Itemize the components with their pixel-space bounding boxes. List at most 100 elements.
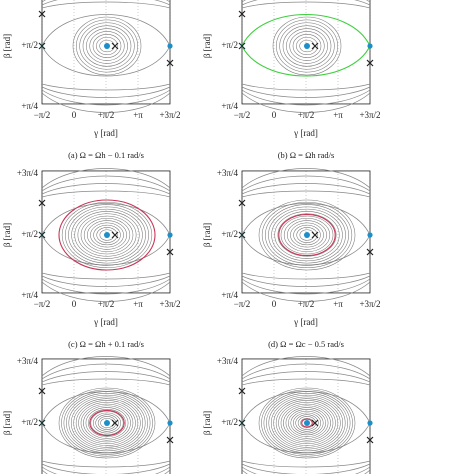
- orbit: [89, 31, 125, 61]
- y-tick-label: +π/2: [221, 417, 238, 427]
- panel: +3π/4 +π/2 β [rad]: [202, 356, 374, 474]
- panel: +π/2 +π/4 β [rad] −π/2 0 +π/2 +π +3π/2 γ [rad] (a…: [2, 0, 181, 160]
- caption: (d) Ω = Ωc − 0.5 rad/s: [268, 339, 344, 349]
- x-tick-label: +3π/2: [159, 299, 180, 309]
- orbit: [258, 199, 356, 271]
- panel: +3π/4 +π/2 +π/4 β [rad] −π/2 0 +π/2 +π +3π/2 γ [r…: [2, 168, 181, 349]
- orbit: [90, 410, 124, 436]
- trajectory: [241, 371, 371, 383]
- x-tick-label: +3π/2: [359, 110, 380, 120]
- x-tick-label: +3π/2: [159, 110, 180, 120]
- saddle-mark: [38, 231, 46, 239]
- equilibrium: [304, 232, 310, 238]
- orbit: [92, 34, 122, 58]
- x-tick-label: +π: [333, 299, 343, 309]
- trajectory: [241, 1, 371, 9]
- saddle-mark: [311, 42, 319, 50]
- orbit: [100, 417, 114, 429]
- orbit: [293, 224, 321, 246]
- equilibrium: [167, 232, 173, 238]
- saddle-mark: [238, 10, 246, 18]
- trajectory: [41, 175, 171, 192]
- x-tick-label: −π/2: [234, 299, 251, 309]
- orbit: [288, 409, 326, 437]
- orbit: [299, 229, 315, 241]
- plot-frame: [41, 170, 171, 294]
- x-tick-label: 0: [272, 110, 277, 120]
- trajectory: [241, 378, 371, 386]
- orbit: [292, 412, 322, 434]
- orbit: [96, 227, 118, 243]
- saddle-mark: [166, 436, 174, 444]
- orbit: [296, 36, 318, 56]
- orbit: [80, 403, 134, 443]
- y-tick-label: +π/2: [21, 229, 38, 239]
- plot-frame: [41, 358, 171, 474]
- orbit: [90, 222, 124, 248]
- equilibrium: [104, 232, 110, 238]
- orbit: [289, 31, 325, 61]
- orbit: [266, 393, 348, 453]
- orbit: [292, 34, 322, 58]
- orbit: [68, 394, 146, 452]
- x-tick-label: −π/2: [34, 299, 51, 309]
- saddle-mark: [366, 248, 374, 256]
- equilibrium: [167, 420, 173, 426]
- orbit: [68, 206, 146, 264]
- orbit: [278, 401, 336, 445]
- y-axis-label: β [rad]: [2, 411, 12, 435]
- orbit: [274, 211, 340, 259]
- saddle-mark: [166, 59, 174, 67]
- limit-cycle: [278, 213, 336, 257]
- orbit: [272, 16, 342, 76]
- orbit: [297, 416, 317, 430]
- y-axis-label: β [rad]: [2, 223, 12, 247]
- y-tick-label: +3π/4: [17, 168, 39, 178]
- trajectory: [41, 275, 171, 287]
- x-tick-label: 0: [72, 299, 77, 309]
- saddle-mark: [311, 231, 319, 239]
- x-tick-label: 0: [72, 110, 77, 120]
- x-tick-label: +π: [133, 110, 143, 120]
- saddle-mark: [111, 231, 119, 239]
- orbit: [79, 22, 135, 70]
- saddle-mark: [38, 199, 46, 207]
- trajectory: [41, 281, 171, 302]
- orbit: [97, 416, 117, 430]
- orbit: [263, 391, 351, 455]
- orbit: [74, 211, 140, 259]
- trajectory: [241, 466, 371, 474]
- orbit: [58, 387, 156, 459]
- equilibrium: [304, 420, 310, 426]
- orbit: [280, 403, 334, 443]
- y-tick-label: +π/2: [21, 40, 38, 50]
- orbit: [300, 417, 314, 429]
- orbit: [285, 407, 329, 439]
- panel: +3π/4 +π/2 β [rad]: [2, 356, 174, 474]
- limit-cycle: [301, 418, 313, 428]
- orbit: [261, 202, 353, 268]
- plot-frame: [241, 358, 371, 474]
- caption: (b) Ω = Ωh rad/s: [278, 150, 335, 160]
- x-axis-label: γ [rad]: [293, 128, 318, 138]
- x-tick-label: +π: [333, 110, 343, 120]
- orbit: [99, 229, 115, 241]
- orbit: [258, 387, 356, 459]
- equilibrium: [367, 43, 373, 49]
- trajectory: [41, 371, 171, 383]
- y-tick-label: +π/4: [21, 290, 38, 300]
- orbit: [276, 19, 338, 73]
- trajectory: [41, 83, 171, 91]
- equilibrium: [367, 420, 373, 426]
- orbit: [75, 400, 139, 446]
- orbit: [268, 394, 346, 452]
- x-tick-label: +π/2: [98, 110, 115, 120]
- x-axis-label: γ [rad]: [93, 317, 118, 327]
- orbit: [61, 389, 153, 457]
- trajectory: [41, 460, 171, 468]
- orbit: [71, 208, 143, 262]
- orbit: [82, 25, 132, 67]
- saddle-mark: [38, 419, 46, 427]
- caption: (c) Ω = Ωh + 0.1 rad/s: [68, 339, 144, 349]
